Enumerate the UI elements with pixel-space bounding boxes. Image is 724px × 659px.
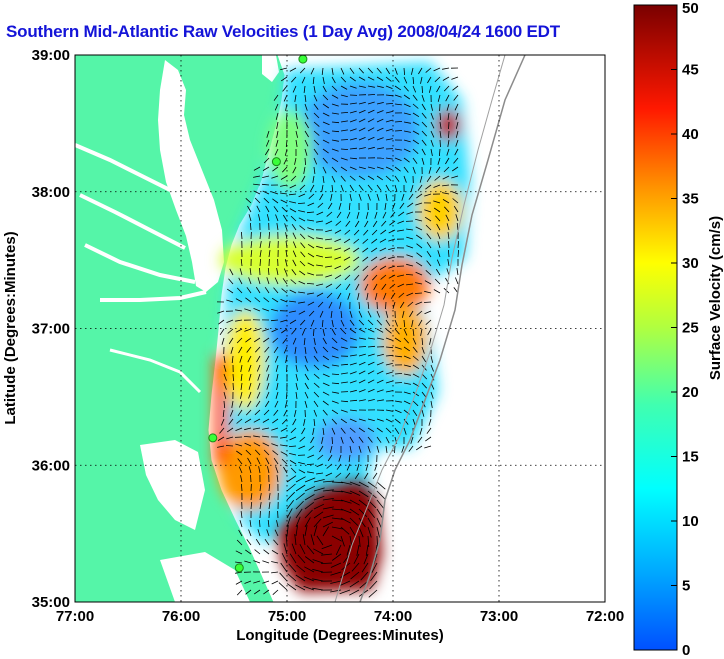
x-tick-5: 72:00 [586,608,624,625]
colorbar-tick-10: 50 [682,0,699,17]
river-5 [109,348,202,394]
velocity-vectors [216,67,459,598]
colorbar-tick-4: 20 [682,384,699,401]
x-tick-2: 75:00 [268,608,306,625]
y-axis-label: Latitude (Degrees:Minutes) [2,231,19,424]
river-4 [100,290,207,302]
colorbar-tick-labels: 0 5 10 15 20 25 30 35 40 45 50 [671,0,699,659]
station-markers [208,55,308,573]
plot-frame [74,54,606,603]
y-tick-4: 35:00 [32,594,70,611]
colorbar-tick-0: 0 [682,642,690,659]
colorbar-tick-5: 25 [682,320,699,337]
y-tick-0: 39:00 [32,47,70,64]
bathymetry-contour-1 [359,55,526,602]
x-tick-0: 77:00 [56,608,94,625]
sound-1 [140,440,205,530]
station-3-marker [208,433,218,443]
colorbar-tick-2: 10 [682,513,699,530]
station-1-marker [298,55,308,64]
y-tick-2: 37:00 [32,321,70,338]
map-title: Southern Mid-Atlantic Raw Velocities (1 … [6,22,560,41]
high-velocity-eddy [278,480,382,592]
colorbar-tick-6: 30 [682,255,699,272]
river-1 [75,143,171,192]
sound-2 [160,552,250,602]
colorbar-tick-9: 45 [682,62,699,79]
station-4-marker [234,563,244,573]
x-tick-3: 74:00 [374,608,412,625]
bathymetry-contour-2 [334,55,506,602]
colorbar-tick-7: 35 [682,191,699,208]
colorbar-tick-3: 15 [682,449,699,466]
grid-lines [75,55,605,602]
colorbar-tick-1: 5 [682,578,690,595]
colorbar-label: Surface Velocity (cm/s) [707,216,724,380]
x-tick-4: 73:00 [480,608,518,625]
x-tick-1: 76:00 [162,608,200,625]
y-tick-1: 38:00 [32,184,70,201]
colorbar-tick-8: 40 [682,126,699,143]
river-2 [79,193,186,250]
colorbar [633,4,678,651]
y-tick-3: 36:00 [32,457,70,474]
station-2-marker [271,157,281,167]
x-axis-label: Longitude (Degrees:Minutes) [236,627,444,644]
chesapeake-bay [158,60,224,292]
y-tick-labels: 39:00 38:00 37:00 36:00 35:00 [32,47,70,611]
delaware-bay [262,55,279,82]
river-3 [84,243,196,284]
x-tick-labels: 77:00 76:00 75:00 74:00 73:00 72:00 [56,608,624,625]
